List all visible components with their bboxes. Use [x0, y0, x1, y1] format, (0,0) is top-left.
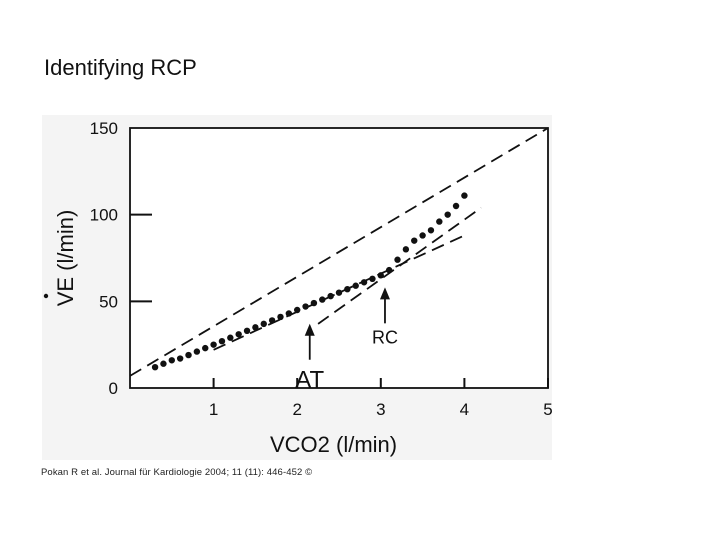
data-point-0-11 — [243, 327, 251, 334]
data-point-0-1 — [160, 360, 167, 367]
regression-line-1 — [129, 127, 549, 377]
slide-title: Identifying RCP — [44, 55, 197, 80]
regression-line-2 — [213, 234, 465, 351]
x-axis-label: VCO2 (l/min) — [270, 432, 397, 457]
data-point-0-9 — [227, 334, 234, 341]
data-point-0-30 — [402, 246, 410, 253]
y-axis-label: VE (l/min) — [43, 210, 78, 307]
regression-lines — [129, 127, 549, 377]
data-point-0-36 — [452, 202, 460, 210]
data-point-0-19 — [310, 299, 318, 307]
at-arrow-head — [304, 323, 315, 336]
x-tick-label-3: 3 — [376, 400, 385, 419]
x-tick-label-4: 4 — [460, 400, 469, 419]
x-tick-label-1: 1 — [209, 400, 218, 419]
rc-label: RC — [372, 327, 398, 347]
data-point-0-24 — [352, 282, 359, 289]
data-point-0-27 — [377, 272, 384, 279]
data-point-0-21 — [327, 292, 334, 300]
rc-arrow-head — [379, 287, 390, 300]
data-point-0-5 — [193, 348, 201, 355]
data-point-0-31 — [411, 237, 418, 244]
data-point-0-22 — [335, 289, 343, 296]
data-point-0-33 — [427, 227, 435, 234]
data-point-0-32 — [419, 232, 426, 239]
data-point-0-2 — [168, 357, 175, 364]
data-point-0-8 — [218, 338, 226, 345]
data-point-0-18 — [302, 303, 309, 310]
plot-area — [129, 127, 549, 389]
data-point-0-0 — [151, 364, 159, 371]
data-point-0-3 — [176, 355, 184, 362]
data-point-0-15 — [277, 313, 284, 321]
regression-line-3 — [317, 207, 482, 325]
data-point-0-37 — [461, 192, 468, 199]
data-point-0-4 — [185, 351, 192, 359]
data-point-0-28 — [385, 266, 393, 274]
x-tick-label-5: 5 — [543, 400, 552, 419]
x-tick-label-2: 2 — [292, 400, 301, 419]
data-point-0-12 — [252, 324, 259, 331]
data-point-0-35 — [444, 211, 451, 218]
y-tick-label-0: 0 — [109, 379, 118, 398]
data-point-0-7 — [210, 341, 217, 348]
data-point-0-29 — [394, 256, 401, 263]
at-label: AT — [295, 367, 324, 394]
data-point-0-17 — [294, 306, 301, 314]
y-axis-label-dot — [43, 293, 49, 299]
data-points — [151, 192, 468, 371]
data-point-0-23 — [344, 286, 351, 293]
annotations: AT RC — [295, 287, 398, 394]
data-point-0-14 — [268, 317, 276, 324]
data-point-0-20 — [319, 296, 326, 303]
y-tick-label-50: 50 — [99, 292, 118, 311]
data-point-0-25 — [360, 279, 368, 286]
y-tick-label-150: 150 — [90, 119, 118, 138]
y-axis-label-text: VE (l/min) — [53, 210, 78, 307]
x-axis-label-text: VCO2 (l/min) — [270, 432, 397, 457]
citation: Pokan R et al. Journal für Kardiologie 2… — [41, 467, 313, 478]
y-tick-label-100: 100 — [90, 206, 118, 225]
data-point-0-16 — [285, 310, 293, 317]
data-point-0-10 — [235, 331, 242, 338]
data-point-0-13 — [260, 320, 267, 328]
data-point-0-34 — [436, 218, 443, 225]
data-point-0-26 — [369, 275, 376, 282]
data-point-0-6 — [202, 344, 209, 352]
